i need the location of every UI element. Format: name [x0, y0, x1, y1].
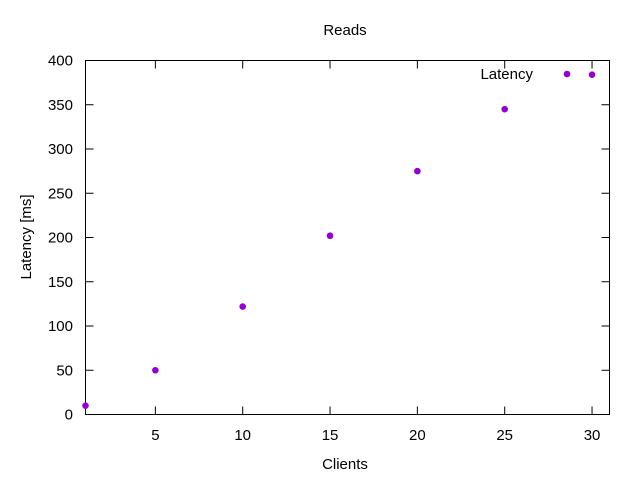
- x-tick-label: 5: [151, 427, 159, 444]
- y-tick-label: 400: [48, 53, 73, 70]
- y-tick-label: 350: [48, 97, 73, 114]
- data-point: [239, 303, 246, 310]
- x-tick-label: 20: [409, 427, 426, 444]
- y-tick-label: 200: [48, 230, 73, 247]
- axis-tick-labels: 0 50 100 150 200 250 300 350 400 5 10 15 20 25 30: [48, 53, 600, 445]
- data-point: [152, 366, 159, 374]
- data-point: [414, 167, 421, 175]
- legend-marker-point: [563, 70, 571, 78]
- x-tick-label: 30: [584, 427, 601, 444]
- data-point: [501, 105, 509, 113]
- axis-ticks: [85, 60, 610, 415]
- y-tick-label: 300: [48, 141, 73, 158]
- y-axis-label: Latency [ms]: [18, 194, 35, 279]
- data-point: [588, 71, 596, 78]
- plot-frame: [85, 60, 610, 415]
- x-tick-label: 10: [234, 427, 251, 444]
- legend-marker: [563, 70, 571, 78]
- y-tick-label: 50: [56, 362, 73, 379]
- x-tick-label: 15: [322, 427, 339, 444]
- y-tick-label: 100: [48, 318, 73, 335]
- y-tick-label: 250: [48, 185, 73, 202]
- chart-title: Reads: [323, 22, 366, 39]
- x-tick-label: 25: [496, 427, 513, 444]
- y-tick-label: 150: [48, 274, 73, 291]
- data-point: [82, 402, 89, 409]
- data-points: [82, 71, 596, 409]
- legend: Latency: [480, 66, 571, 83]
- x-axis-label: Clients: [322, 456, 368, 473]
- data-point: [326, 232, 334, 240]
- legend-label: Latency: [480, 66, 533, 83]
- y-tick-label: 0: [65, 407, 73, 424]
